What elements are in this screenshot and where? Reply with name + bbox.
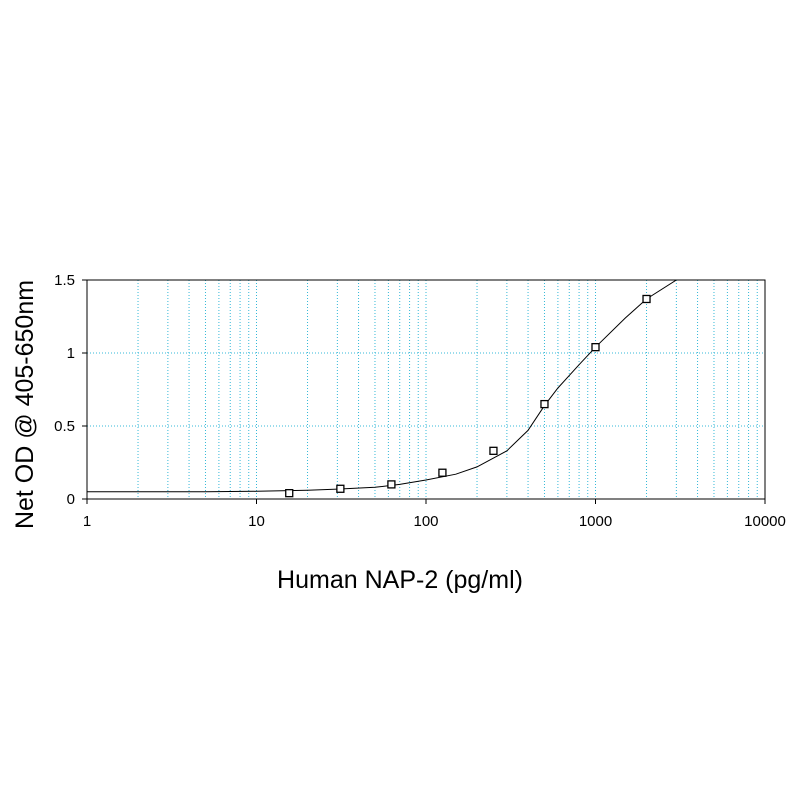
x-tick-label: 1 [83, 513, 91, 530]
data-point [387, 480, 396, 489]
x-tick-label: 100 [413, 513, 438, 530]
data-point [540, 399, 549, 409]
data-point [285, 489, 294, 498]
y-tick-label: 1.5 [54, 272, 75, 289]
y-tick-label: 0.5 [54, 418, 75, 435]
y-tick-label: 0 [67, 491, 75, 508]
data-point [591, 343, 600, 352]
x-tick-label: 1000 [579, 513, 612, 530]
x-tick-label: 10 [248, 513, 265, 530]
data-point [489, 446, 498, 455]
y-axis-label: Net OD @ 405-650nm [11, 280, 39, 529]
x-tick-label: 10000 [744, 513, 786, 530]
data-point [642, 294, 651, 304]
data-points-layer [285, 294, 651, 498]
gridlines [87, 280, 765, 499]
x-axis-label: Human NAP-2 (pg/ml) [277, 566, 523, 594]
data-point [438, 468, 447, 477]
data-point [336, 484, 345, 493]
tick-labels-layer: 1 10 100 1000 10000 0 0.5 1 1.5 [54, 272, 786, 530]
y-tick-label: 1 [67, 345, 75, 362]
